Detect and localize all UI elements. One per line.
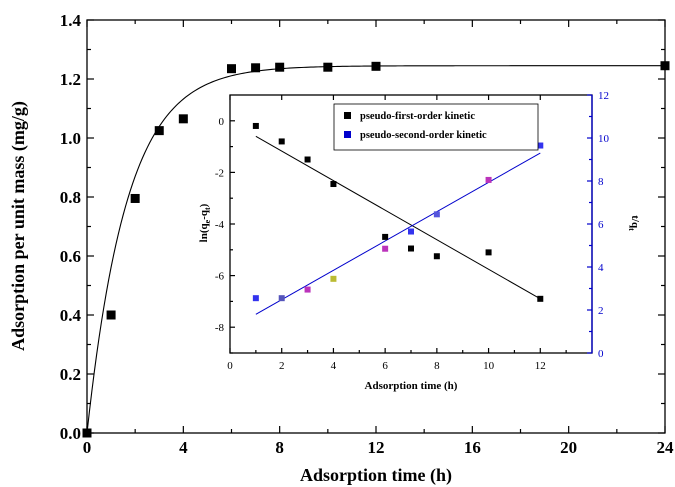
main-x-axis: 0 4 8 12 16 20 24 <box>83 20 674 457</box>
inset-right-y-axis: 0 2 4 6 8 10 12 <box>587 90 610 360</box>
main-y-tick-label: 0.8 <box>60 188 81 207</box>
second-order-point <box>433 211 440 218</box>
main-data-point <box>660 61 670 71</box>
inset-left-y-tick-label: -8 <box>215 322 225 334</box>
main-x-tick-label: 20 <box>560 438 577 457</box>
inset-x-tick-label: 0 <box>227 360 233 372</box>
inset-right-y-tick-label: 4 <box>598 262 604 274</box>
main-y-tick-label: 0.0 <box>60 424 81 443</box>
inset-x-axis-label: Adsorption time (h) <box>365 380 458 392</box>
main-x-tick-label: 24 <box>657 438 675 457</box>
second-order-point <box>382 245 389 252</box>
inset-left-y-tick-label: -6 <box>215 271 225 283</box>
inset-left-y-axis: 0 -2 -4 -6 -8 <box>215 116 235 354</box>
inset-left-y-axis-label: ln(qe-qt) <box>198 203 212 242</box>
inset-x-tick-label: 12 <box>535 360 546 372</box>
first-order-point <box>537 295 544 302</box>
inset-legend: pseudo-first-order kinetic pseudo-second… <box>333 103 539 151</box>
first-order-point <box>278 138 285 145</box>
main-x-tick-label: 12 <box>368 438 385 457</box>
inset-x-tick-label: 2 <box>279 360 285 372</box>
main-y-tick-label: 0.6 <box>60 247 81 266</box>
inset-left-y-tick-label: 0 <box>219 116 225 128</box>
main-data-point <box>371 61 381 71</box>
inset-x-tick-label: 6 <box>382 360 388 372</box>
second-order-point <box>252 295 259 302</box>
main-data-point <box>178 114 188 124</box>
inset-right-y-axis-label: t/qt <box>627 215 641 231</box>
first-order-point <box>408 245 414 252</box>
main-x-tick-label: 0 <box>83 438 92 457</box>
first-order-point <box>433 253 440 260</box>
inset-x-tick-label: 10 <box>483 360 495 372</box>
second-order-points <box>252 142 544 302</box>
legend-label-first-order: pseudo-first-order kinetic <box>360 111 475 122</box>
second-order-point <box>304 286 311 293</box>
main-x-axis-label: Adsorption time (h) <box>300 465 452 486</box>
first-order-point <box>252 122 259 129</box>
inset-left-y-tick-label: -4 <box>215 219 225 231</box>
legend-marker-second-order <box>344 131 351 138</box>
inset-x-axis: 0 2 4 6 8 10 12 <box>227 95 567 372</box>
first-order-point <box>330 181 337 188</box>
main-data-point <box>251 63 261 73</box>
main-data-point <box>275 62 285 72</box>
first-order-fit-line <box>255 135 541 300</box>
main-data-point <box>227 64 236 74</box>
main-y-tick-label: 0.4 <box>60 306 82 325</box>
legend-label-second-order: pseudo-second-order kinetic <box>360 130 487 141</box>
first-order-point <box>485 249 492 256</box>
main-data-point <box>323 62 333 72</box>
inset-right-y-tick-label: 10 <box>598 133 610 145</box>
inset-right-y-tick-label: 6 <box>598 219 604 231</box>
legend-marker-first-order <box>344 112 351 119</box>
main-plot: 0 4 8 12 16 20 24 0.00.20.40.60.81.01.21.4 Ads… <box>8 11 674 486</box>
main-y-tick-label: 1.4 <box>60 11 82 30</box>
first-order-point <box>382 233 389 240</box>
main-x-tick-label: 16 <box>464 438 481 457</box>
inset-left-y-tick-label: -2 <box>215 167 224 179</box>
second-order-point <box>537 142 544 149</box>
main-y-tick-label: 0.2 <box>60 365 81 384</box>
first-order-points <box>252 122 544 302</box>
main-data-point <box>82 428 92 438</box>
main-data-point <box>106 310 116 320</box>
inset-plot: 0 2 4 6 8 10 12 0 -2 -4 -6 -8 0 2 4 6 8 10 12 Adsorption… <box>198 90 641 392</box>
main-x-tick-label: 4 <box>179 438 188 457</box>
second-order-point <box>330 275 337 282</box>
inset-right-y-tick-label: 2 <box>598 305 604 317</box>
inset-x-tick-label: 4 <box>331 360 337 372</box>
second-order-fit-line <box>255 152 541 315</box>
inset-right-y-tick-label: 8 <box>598 176 604 188</box>
main-data-points <box>82 61 670 438</box>
inset-right-y-tick-label: 12 <box>598 90 609 102</box>
first-order-point <box>304 156 311 163</box>
main-x-tick-label: 8 <box>275 438 284 457</box>
second-order-point <box>408 228 414 235</box>
main-y-tick-label: 1.0 <box>60 129 81 148</box>
main-data-point <box>130 193 140 203</box>
legend-box <box>333 103 539 151</box>
second-order-point <box>278 295 285 302</box>
main-data-point <box>154 126 164 136</box>
inset-right-y-tick-label: 0 <box>598 348 604 360</box>
main-y-tick-label: 1.2 <box>60 70 81 89</box>
main-y-axis-label: Adsorption per unit mass (mg/g) <box>8 101 29 351</box>
inset-x-tick-label: 8 <box>434 360 440 372</box>
second-order-point <box>485 176 492 183</box>
main-y-axis: 0.0 0.2 0.4 0.6 0.8 1.0 1.2 1.4 <box>60 11 665 443</box>
